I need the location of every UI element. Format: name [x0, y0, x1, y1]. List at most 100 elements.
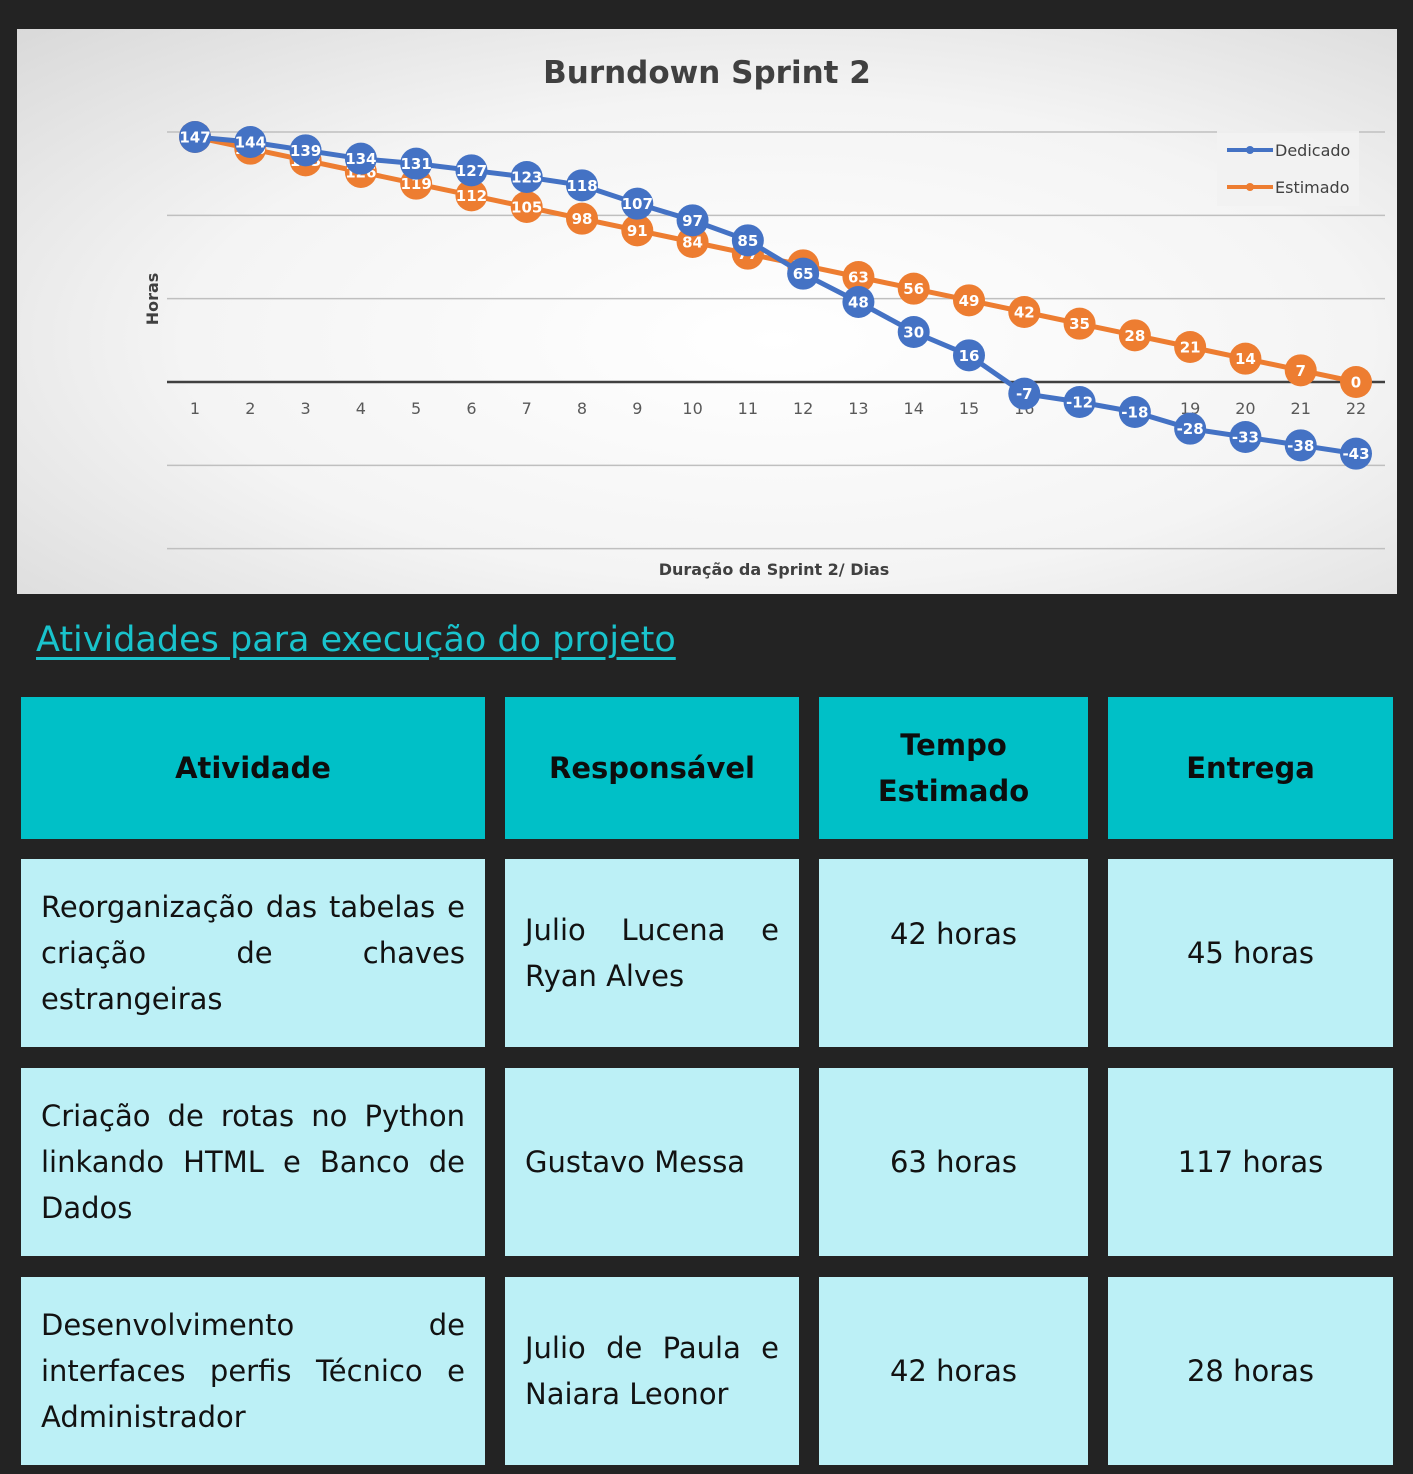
- x-tick-label: 12: [793, 399, 813, 418]
- legend-swatch-marker: [1246, 146, 1254, 154]
- row3-responsavel: Julio de Paula e Naiara Leonor: [505, 1277, 799, 1465]
- data-point: [400, 147, 433, 180]
- data-point: [1174, 412, 1207, 445]
- x-tick-label: 1: [190, 399, 200, 418]
- data-label: 97: [682, 212, 703, 230]
- chart-canvas: 12345678910111213141516171819202122 1471…: [143, 55, 1385, 579]
- header-atividade: Atividade: [21, 697, 485, 839]
- data-point: [289, 134, 322, 167]
- data-label: 112: [456, 187, 487, 205]
- data-label: 123: [511, 168, 542, 186]
- data-label: -7: [1016, 385, 1033, 403]
- x-axis-title: Duração da Sprint 2/ Dias: [659, 560, 890, 579]
- data-point: [510, 160, 543, 193]
- data-label: 84: [682, 233, 703, 251]
- data-label: 28: [1124, 327, 1145, 345]
- data-label: 118: [566, 177, 597, 195]
- legend-swatch-marker: [1246, 183, 1254, 191]
- data-label: 139: [290, 142, 321, 160]
- series-dedicado: 147 144 139 134 131 127 123 118107978565483016-…: [179, 120, 1372, 470]
- data-point: [1008, 295, 1041, 328]
- data-label: 65: [793, 265, 814, 283]
- header-responsavel: Responsável: [505, 697, 799, 839]
- data-point: [510, 190, 543, 223]
- data-label: 131: [400, 155, 431, 173]
- data-point: [1229, 421, 1262, 454]
- burndown-chart: 12345678910111213141516171819202122 1471…: [17, 29, 1397, 594]
- row1-tempo: 42 horas: [819, 859, 1088, 1047]
- chart-title: Burndown Sprint 2: [543, 55, 871, 91]
- x-tick-label: 15: [959, 399, 979, 418]
- x-tick-label: 19: [1180, 399, 1200, 418]
- data-label: 14: [1235, 350, 1256, 368]
- data-point: [1118, 319, 1151, 352]
- series-line: [194, 134, 1357, 457]
- data-point: [1340, 366, 1372, 398]
- data-label: 49: [959, 292, 980, 310]
- data-point: [897, 272, 930, 305]
- data-label: 107: [622, 195, 653, 213]
- data-label: 91: [627, 222, 648, 240]
- x-tick-label: 20: [1235, 399, 1255, 418]
- x-tick-label: 2: [245, 399, 255, 418]
- row2-entrega: 117 horas: [1108, 1068, 1393, 1256]
- data-label: 21: [1180, 338, 1201, 356]
- x-tick-label: 9: [632, 399, 642, 418]
- data-label: -18: [1121, 404, 1148, 422]
- data-point: [179, 120, 211, 153]
- x-tick-label: 8: [577, 399, 587, 418]
- data-point: [1063, 386, 1096, 419]
- data-label: 119: [400, 175, 431, 193]
- series-layer: 1471401331261191121059891847770635649423…: [179, 120, 1372, 470]
- data-label: -12: [1066, 394, 1093, 412]
- data-point: [842, 285, 875, 318]
- data-point: [1063, 307, 1096, 340]
- x-tick-label: 3: [300, 399, 310, 418]
- data-label: 147: [179, 128, 210, 146]
- legend-label: Estimado: [1275, 178, 1350, 197]
- data-label: -43: [1342, 445, 1369, 463]
- data-label: 48: [848, 293, 869, 311]
- header-tempo-estimado: Tempo Estimado: [819, 697, 1088, 839]
- data-point: [621, 187, 654, 220]
- data-point: [787, 257, 820, 290]
- data-point: [731, 224, 764, 257]
- data-label: 35: [1069, 315, 1090, 333]
- data-point: [842, 260, 875, 293]
- section-title: Atividades para execução do projeto: [36, 620, 676, 660]
- row1-entrega: 45 horas: [1108, 859, 1393, 1047]
- data-point: [344, 142, 377, 175]
- data-label: 85: [737, 232, 758, 250]
- row3-atividade: Desenvolvimento de interfaces perfis Téc…: [21, 1277, 485, 1465]
- data-point: [455, 154, 488, 187]
- data-point: [455, 179, 488, 212]
- data-point: [953, 339, 985, 372]
- row2-atividade: Criação de rotas no Python linkando HTML…: [21, 1068, 485, 1256]
- data-point: [953, 284, 985, 317]
- x-tick-label: 21: [1291, 399, 1311, 418]
- y-axis-title: Horas: [143, 273, 162, 326]
- data-label: 127: [456, 162, 487, 180]
- x-tick-label: 14: [904, 399, 924, 418]
- row3-tempo: 42 horas: [819, 1277, 1088, 1465]
- x-tick-label: 11: [738, 399, 758, 418]
- data-point: [1340, 437, 1372, 470]
- data-label: 144: [235, 133, 266, 151]
- x-tick-label: 10: [682, 399, 702, 418]
- data-point: [566, 202, 598, 235]
- row1-atividade: Reorganização das tabelas e criação de c…: [21, 859, 485, 1047]
- data-label: 56: [903, 280, 924, 298]
- legend-label: Dedicado: [1275, 141, 1350, 160]
- data-point: [1229, 342, 1262, 375]
- data-label: -28: [1177, 420, 1204, 438]
- data-point: [897, 315, 930, 348]
- data-point: [1008, 377, 1041, 410]
- data-label: 30: [903, 323, 924, 341]
- data-label: 134: [345, 150, 376, 168]
- data-label: 105: [511, 198, 542, 216]
- x-tick-label: 13: [848, 399, 868, 418]
- row2-responsavel: Gustavo Messa: [505, 1068, 799, 1256]
- row1-responsavel: Julio Lucena e Ryan Alves: [505, 859, 799, 1047]
- row2-tempo: 63 horas: [819, 1068, 1088, 1256]
- x-tick-label: 22: [1346, 399, 1366, 418]
